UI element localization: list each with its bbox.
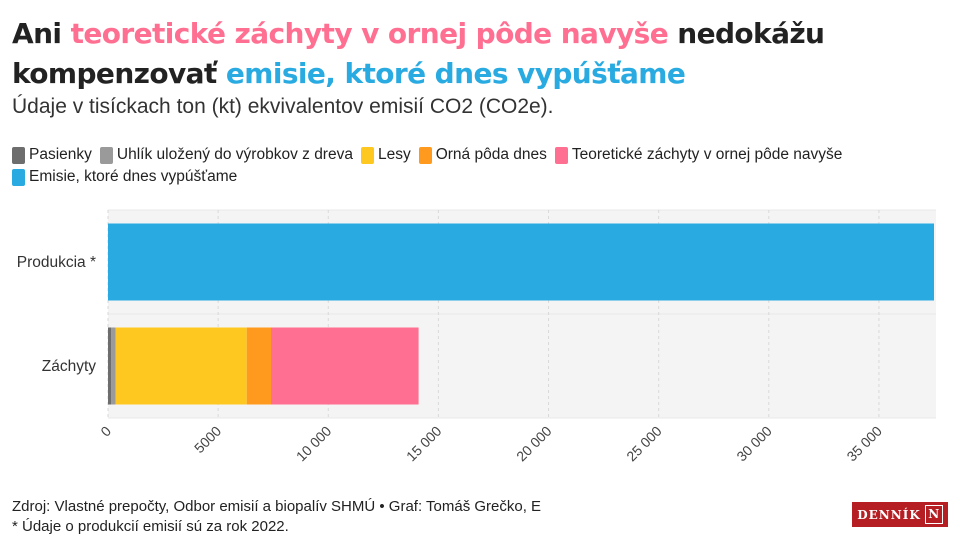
legend-item-orna-poda: Orná pôda dnes (418, 144, 547, 166)
x-tick-label: 0 (97, 423, 114, 440)
legend-swatch (554, 146, 568, 164)
title-part-3: nedokážu kompenzovať (12, 17, 825, 90)
legend-label: Uhlík uložený do výrobkov z dreva (116, 146, 353, 163)
legend-label: Emisie, ktoré dnes vypúšťame (29, 168, 238, 185)
bar-segment (270, 327, 419, 405)
bar-segment (108, 327, 112, 405)
x-tick-label: 15 000 (403, 423, 445, 465)
legend-swatch (99, 146, 113, 164)
legend-swatch (12, 146, 25, 164)
y-category-label: Záchyty (42, 358, 97, 375)
source-note: Zdroj: Vlastné prepočty, Odbor emisií a … (12, 498, 542, 515)
logo-text: DENNÍK (857, 507, 921, 522)
legend-item-teoreticke-zachyty: Teoretické záchyty v ornej pôde navyše (554, 144, 843, 166)
title-part-1: Ani (12, 17, 71, 50)
title-part-2: teoretické záchyty v ornej pôde navyše (70, 17, 669, 50)
bar-chart: 0 5000 10 000 15 000 20 000 25 000 30 000 35 00… (17, 209, 936, 465)
legend-item-lesy: Lesy (360, 144, 411, 166)
bar-segment (115, 327, 247, 405)
x-tick-label: 30 000 (733, 423, 775, 465)
legend-swatch (12, 168, 25, 186)
legend-label: Lesy (377, 146, 411, 163)
legend-item-emisie: Emisie, ktoré dnes vypúšťame (12, 166, 237, 188)
legend-label: Pasienky (29, 146, 92, 163)
legend-item-pasienky: Pasienky (12, 144, 92, 166)
x-tick-label: 35 000 (843, 423, 885, 465)
x-tick-label: 10 000 (293, 423, 335, 465)
y-category-label: Produkcia * (17, 254, 96, 271)
title-part-4: emisie, ktoré dnes vypúšťame (225, 57, 686, 90)
chart-subtitle: Údaje v tisíckach ton (kt) ekvivalentov … (12, 95, 554, 118)
x-tick-label: 20 000 (513, 423, 555, 465)
logo-letter: N (924, 505, 943, 524)
legend: Pasienky Uhlík uložený do výrobkov z dre… (12, 144, 912, 188)
dennik-n-logo: DENNÍK N (852, 502, 948, 527)
footer: Zdroj: Vlastné prepočty, Odbor emisií a … (12, 497, 541, 537)
legend-swatch (360, 146, 374, 164)
legend-label: Teoretické záchyty v ornej pôde navyše (571, 146, 843, 163)
chart-title: Ani teoretické záchyty v ornej pôde navy… (12, 14, 912, 94)
footnote: * Údaje o produkcií emisií sú za rok 202… (12, 518, 289, 535)
legend-item-uhlik: Uhlík uložený do výrobkov z dreva (99, 144, 353, 166)
bar-segment (108, 223, 934, 301)
bar-segment (246, 327, 271, 405)
x-tick-label: 25 000 (623, 423, 665, 465)
legend-label: Orná pôda dnes (435, 146, 547, 163)
x-tick-label: 5000 (191, 423, 224, 456)
bar-segment (111, 327, 116, 405)
legend-swatch (418, 146, 432, 164)
